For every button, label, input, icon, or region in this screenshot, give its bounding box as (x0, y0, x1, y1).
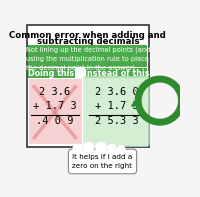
Text: + 1.7 3: + 1.7 3 (33, 101, 76, 111)
Ellipse shape (83, 143, 94, 151)
FancyBboxPatch shape (27, 25, 149, 147)
FancyBboxPatch shape (83, 76, 150, 147)
Text: Doing this: Doing this (28, 69, 74, 78)
FancyBboxPatch shape (28, 45, 147, 67)
Text: 2 3.6: 2 3.6 (39, 87, 70, 97)
FancyBboxPatch shape (28, 68, 75, 78)
Text: Instead of this: Instead of this (84, 69, 149, 78)
Text: 2 5.3 3: 2 5.3 3 (95, 116, 138, 126)
Text: Common error when adding and: Common error when adding and (9, 31, 166, 40)
Text: .4 0 9: .4 0 9 (36, 116, 73, 126)
Text: It helps if I add a
zero on the right: It helps if I add a zero on the right (72, 154, 133, 169)
Text: Not lining up the decimal points (and
using the multiplication rule to place
the: Not lining up the decimal points (and us… (26, 47, 150, 71)
FancyBboxPatch shape (29, 79, 82, 144)
Ellipse shape (96, 143, 106, 151)
Text: 2 3.6 0: 2 3.6 0 (95, 87, 138, 97)
Text: + 1.7 3: + 1.7 3 (95, 101, 138, 111)
Ellipse shape (117, 146, 125, 153)
FancyBboxPatch shape (85, 68, 147, 78)
Ellipse shape (73, 145, 82, 152)
Text: subtracting decimals: subtracting decimals (37, 37, 139, 46)
Ellipse shape (107, 145, 116, 152)
FancyBboxPatch shape (68, 149, 137, 174)
